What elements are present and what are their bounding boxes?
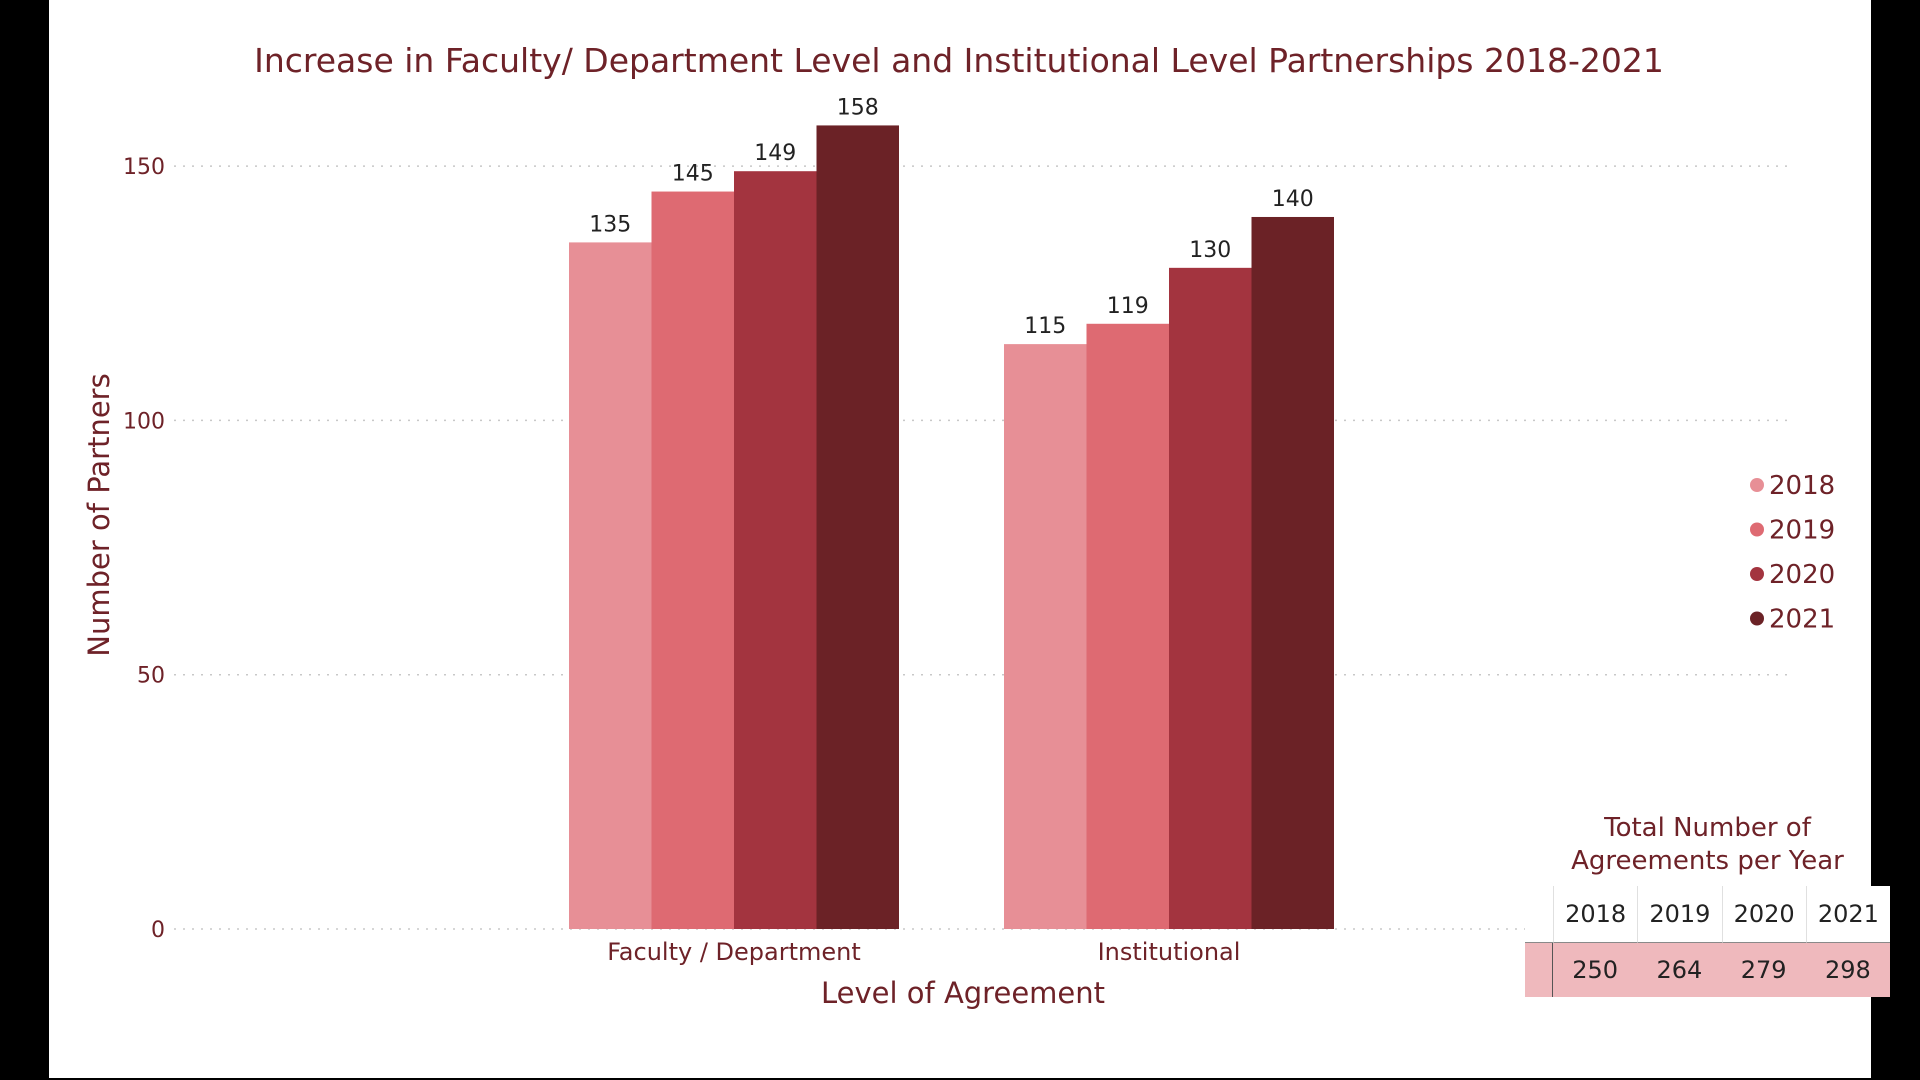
data-label: 130	[1189, 238, 1231, 263]
report-canvas: Increase in Faculty/ Department Level an…	[49, 0, 1890, 1078]
bar-2018-faculty-department[interactable]	[569, 242, 652, 929]
table-cell-2018: 250	[1553, 943, 1638, 997]
y-tick-label: 100	[123, 409, 165, 434]
table-header-2019: 2019	[1637, 886, 1722, 943]
data-label: 158	[837, 95, 879, 120]
x-category-label: Faculty / Department	[607, 938, 861, 966]
table-cell-2020: 279	[1721, 943, 1806, 997]
table-cell-2019: 264	[1637, 943, 1722, 997]
legend-marker-2021	[1750, 611, 1764, 626]
y-tick-label: 0	[151, 918, 165, 943]
table-cell-2021: 298	[1805, 943, 1890, 997]
x-category-label: Institutional	[1098, 938, 1241, 966]
x-axis-title: Level of Agreement	[821, 976, 1105, 1010]
legend-label-2020: 2020	[1769, 560, 1835, 590]
gridlines: 0 50 100 150	[123, 155, 1794, 943]
bars	[569, 125, 1335, 930]
category-labels: Faculty / Department Institutional	[607, 938, 1240, 966]
table-header-2020: 2020	[1721, 886, 1806, 943]
legend-label-2021: 2021	[1769, 605, 1835, 635]
legend-label-2018: 2018	[1769, 471, 1835, 501]
bar-2020-institutional[interactable]	[1169, 267, 1252, 929]
y-axis-title: Number of Partners	[82, 373, 116, 656]
y-tick-label: 150	[123, 155, 165, 180]
legend-label-2019: 2019	[1769, 516, 1835, 546]
bar-2021-institutional[interactable]	[1251, 216, 1335, 929]
data-labels: 135 145 149 158 115 119 130 140	[589, 95, 1314, 339]
bar-2018-institutional[interactable]	[1004, 344, 1087, 930]
chart-title: Increase in Faculty/ Department Level an…	[254, 41, 1664, 80]
bar-2021-faculty-department[interactable]	[816, 125, 900, 930]
bar-2019-faculty-department[interactable]	[651, 191, 735, 929]
y-tick-label: 50	[137, 664, 165, 689]
legend-marker-2020	[1750, 567, 1764, 581]
totals-title-line2: Agreements per Year	[1571, 846, 1844, 876]
data-label: 115	[1024, 314, 1066, 339]
data-label: 135	[589, 212, 631, 237]
table-header-spacer	[1525, 886, 1553, 943]
totals-table-visual: Total Number of Agreements per Year 2018…	[1525, 812, 1890, 997]
data-label: 119	[1107, 294, 1149, 319]
legend-marker-2019	[1750, 522, 1764, 537]
totals-title: Total Number of Agreements per Year	[1525, 812, 1890, 878]
bar-2020-faculty-department[interactable]	[734, 171, 817, 929]
table-header-2018: 2018	[1553, 886, 1638, 943]
legend-marker-2018	[1750, 478, 1764, 492]
table-row-marker	[1525, 943, 1553, 997]
totals-table: 2018 2019 2020 2021 250 264 279 298	[1525, 886, 1890, 997]
data-label: 145	[672, 162, 714, 187]
data-label: 149	[754, 141, 796, 166]
totals-title-line1: Total Number of	[1604, 813, 1811, 843]
table-header-2021: 2021	[1805, 886, 1890, 943]
data-label: 140	[1272, 187, 1314, 212]
bar-2019-institutional[interactable]	[1086, 323, 1170, 929]
legend: 2018 2019 2020 2021	[1750, 471, 1835, 635]
bar-chart: Increase in Faculty/ Department Level an…	[82, 41, 1835, 1010]
